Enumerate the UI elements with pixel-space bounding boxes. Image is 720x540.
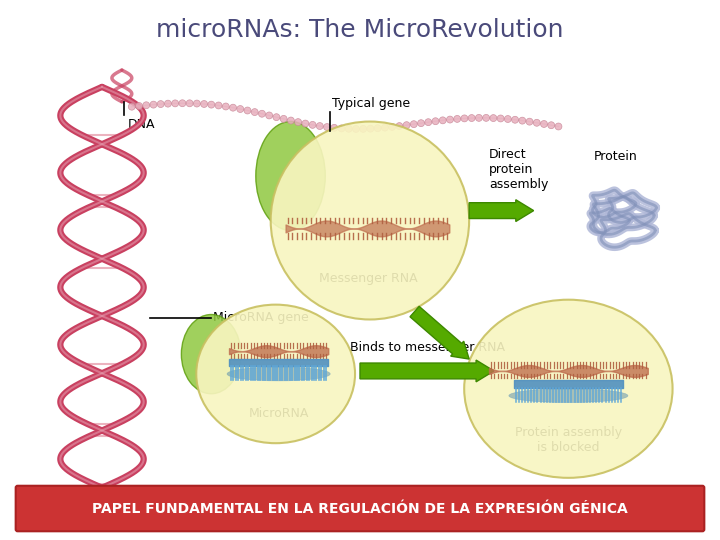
Circle shape [410,121,418,127]
Circle shape [396,123,402,130]
Circle shape [360,125,366,132]
Text: Typical gene: Typical gene [332,97,410,110]
Circle shape [490,114,497,122]
Circle shape [244,107,251,114]
Text: Protein assembly
is blocked: Protein assembly is blocked [515,427,622,454]
Circle shape [323,124,330,131]
Circle shape [179,100,186,107]
Text: Binds to messenger RNA: Binds to messenger RNA [350,341,505,354]
Ellipse shape [464,300,672,478]
Circle shape [446,116,454,123]
Ellipse shape [181,314,241,394]
Circle shape [230,104,236,111]
Circle shape [201,100,207,107]
Circle shape [208,101,215,108]
Circle shape [266,112,273,119]
Circle shape [150,101,157,108]
Ellipse shape [509,389,628,403]
Circle shape [439,117,446,124]
Circle shape [541,120,547,127]
Circle shape [171,100,179,107]
Circle shape [280,116,287,123]
Circle shape [346,125,352,132]
Circle shape [475,114,482,122]
Circle shape [454,116,461,123]
FancyArrow shape [360,360,494,382]
Circle shape [534,119,540,126]
Circle shape [519,117,526,124]
FancyArrow shape [469,200,534,221]
Circle shape [505,116,511,123]
Circle shape [548,122,554,129]
Circle shape [482,114,490,122]
Circle shape [512,116,518,123]
Circle shape [258,110,266,117]
Text: Direct
protein
assembly: Direct protein assembly [489,147,549,191]
Circle shape [468,114,475,122]
Circle shape [526,118,533,125]
Ellipse shape [271,122,469,320]
Circle shape [157,100,164,107]
Circle shape [309,122,316,129]
Circle shape [164,100,171,107]
Text: MicroRNA: MicroRNA [248,407,309,420]
Ellipse shape [227,367,330,381]
Circle shape [316,123,323,130]
Circle shape [287,117,294,124]
Circle shape [353,125,359,132]
Ellipse shape [197,305,355,443]
Circle shape [194,100,200,107]
Circle shape [222,103,229,110]
Circle shape [461,115,468,122]
Circle shape [302,120,309,127]
Circle shape [497,115,504,122]
Circle shape [555,123,562,130]
Circle shape [338,125,345,132]
Circle shape [432,118,439,125]
Circle shape [128,103,135,110]
Text: microRNAs: The MicroRevolution: microRNAs: The MicroRevolution [156,18,564,43]
Circle shape [237,105,244,112]
Text: Protein: Protein [594,150,638,163]
Text: Messenger RNA: Messenger RNA [319,272,418,285]
Circle shape [330,124,338,131]
FancyBboxPatch shape [16,486,704,531]
Circle shape [367,125,374,132]
Text: DNA: DNA [128,118,156,131]
FancyArrow shape [410,306,469,359]
Text: PAPEL FUNDAMENTAL EN LA REGULACIÓN DE LA EXPRESIÓN GÉNICA: PAPEL FUNDAMENTAL EN LA REGULACIÓN DE LA… [92,502,628,516]
Circle shape [143,102,150,109]
Circle shape [186,100,193,107]
Text: MicroRNA gene: MicroRNA gene [213,311,309,324]
Circle shape [389,124,395,130]
Circle shape [403,122,410,129]
Circle shape [374,125,381,132]
Circle shape [135,103,143,110]
Circle shape [425,119,432,126]
Circle shape [294,119,302,126]
Circle shape [382,124,388,131]
Circle shape [251,109,258,116]
Circle shape [273,114,280,120]
Circle shape [418,120,425,127]
Circle shape [215,102,222,109]
Ellipse shape [256,122,325,231]
